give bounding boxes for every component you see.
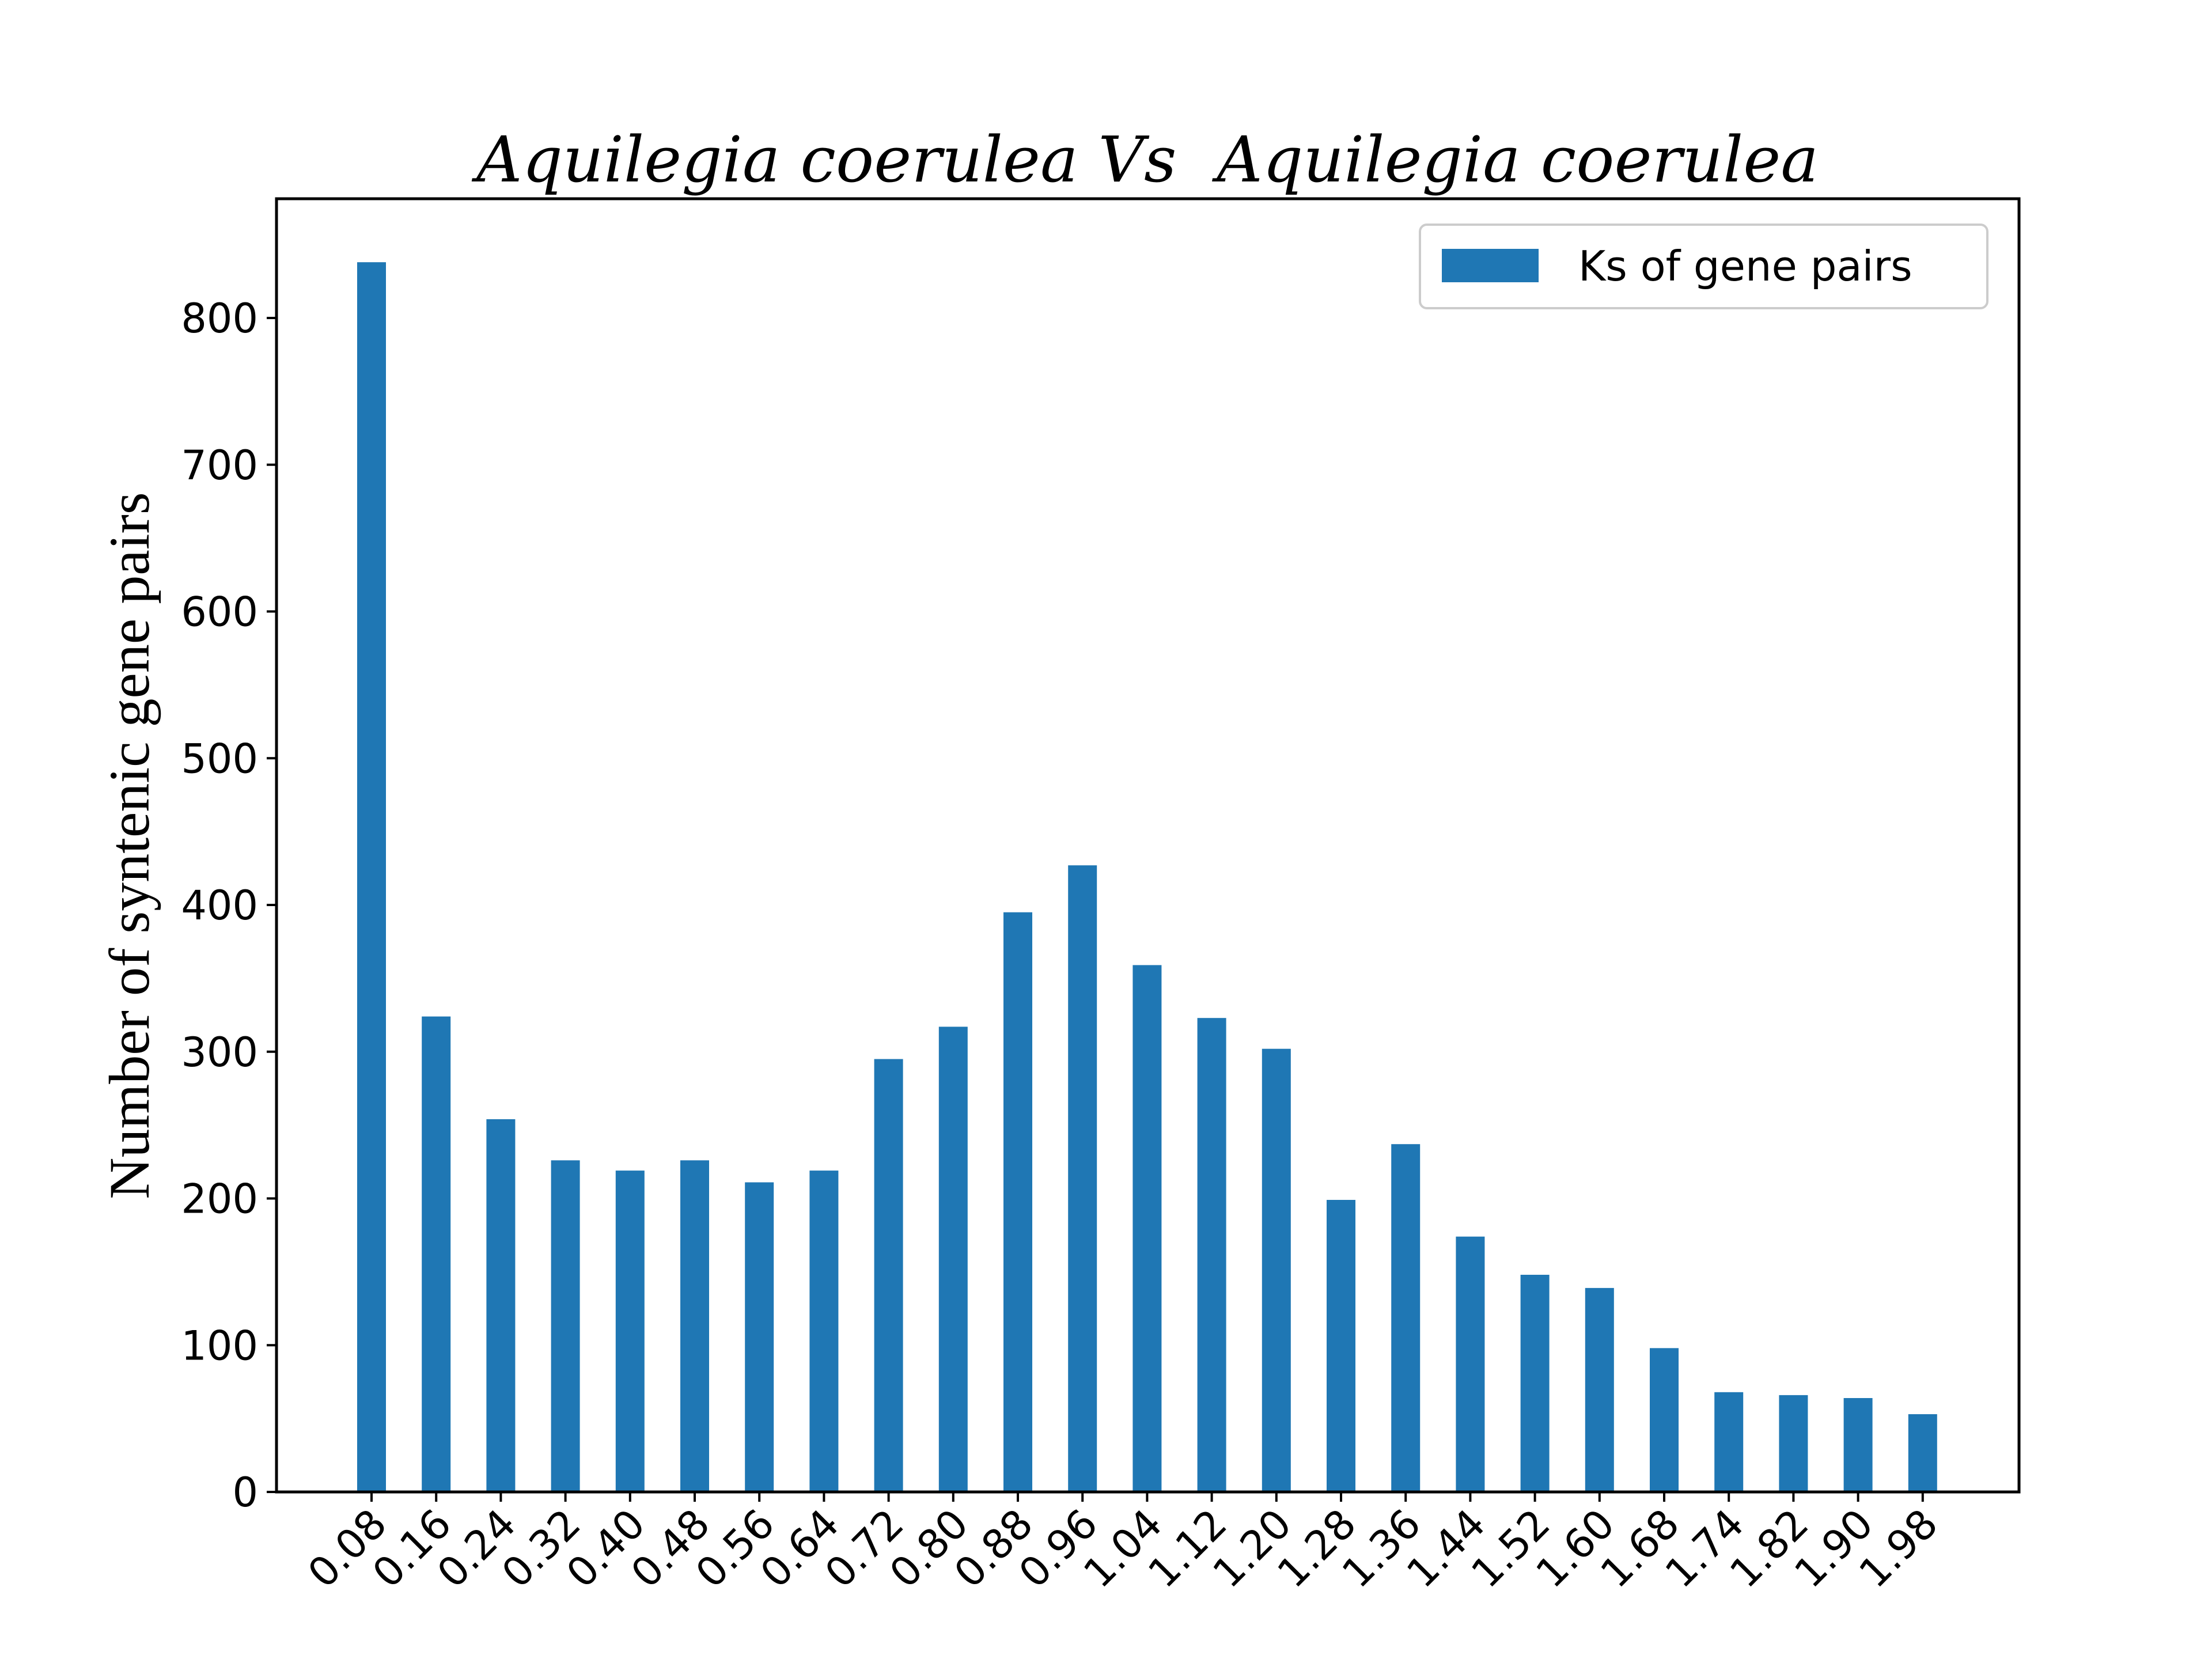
y-axis-label: Number of syntenic gene pairs — [97, 492, 161, 1199]
bar-1.20 — [1262, 1048, 1291, 1492]
bar-1.98 — [1908, 1414, 1937, 1492]
bar-1.52 — [1520, 1275, 1550, 1492]
bar-0.80 — [938, 1027, 968, 1492]
y-tick-label: 600 — [181, 589, 258, 636]
x-tick-label: 1.98 — [1850, 1500, 1947, 1597]
legend-label: Ks of gene pairs — [1578, 242, 1912, 290]
legend: Ks of gene pairs — [1419, 224, 1988, 309]
bar-0.48 — [680, 1160, 709, 1492]
bar-1.68 — [1650, 1348, 1679, 1492]
y-tick-label: 0 — [232, 1469, 258, 1516]
y-tick-label: 500 — [181, 735, 258, 782]
bar-1.82 — [1779, 1395, 1808, 1492]
bar-0.56 — [745, 1182, 774, 1492]
bar-0.64 — [809, 1171, 839, 1492]
y-axis-ticks: 0 100 200 300 400 500 600 700 800 — [181, 295, 276, 1516]
x-axis-ticks: 0.080.160.240.320.400.480.560.640.720.80… — [299, 1492, 1947, 1597]
bar-0.32 — [551, 1160, 580, 1492]
bar-1.44 — [1456, 1236, 1485, 1492]
bar-1.36 — [1391, 1144, 1421, 1492]
bar-1.90 — [1843, 1398, 1873, 1492]
bar-0.96 — [1068, 865, 1097, 1492]
legend-swatch — [1442, 249, 1539, 282]
y-tick-label: 400 — [181, 882, 258, 929]
chart-title: Aquilegia coerulea Vs Aquilegia coerulea — [471, 123, 1819, 196]
bar-0.16 — [422, 1016, 451, 1492]
legend-box — [1419, 224, 1988, 309]
y-tick-label: 100 — [181, 1322, 258, 1369]
bar-0.24 — [486, 1119, 516, 1492]
bar-1.12 — [1197, 1018, 1226, 1492]
bar-1.28 — [1327, 1200, 1355, 1492]
bar-0.88 — [1003, 912, 1032, 1492]
y-tick-label: 700 — [181, 442, 258, 489]
y-tick-label: 800 — [181, 295, 258, 342]
bar-0.08 — [357, 262, 386, 1493]
bar-0.40 — [615, 1171, 645, 1492]
bars-group — [357, 262, 1937, 1493]
bar-1.74 — [1714, 1392, 1744, 1492]
bar-0.72 — [874, 1059, 903, 1492]
y-tick-label: 200 — [181, 1176, 258, 1223]
bar-1.04 — [1132, 965, 1162, 1492]
bar-1.60 — [1585, 1287, 1614, 1492]
y-tick-label: 300 — [181, 1029, 258, 1076]
